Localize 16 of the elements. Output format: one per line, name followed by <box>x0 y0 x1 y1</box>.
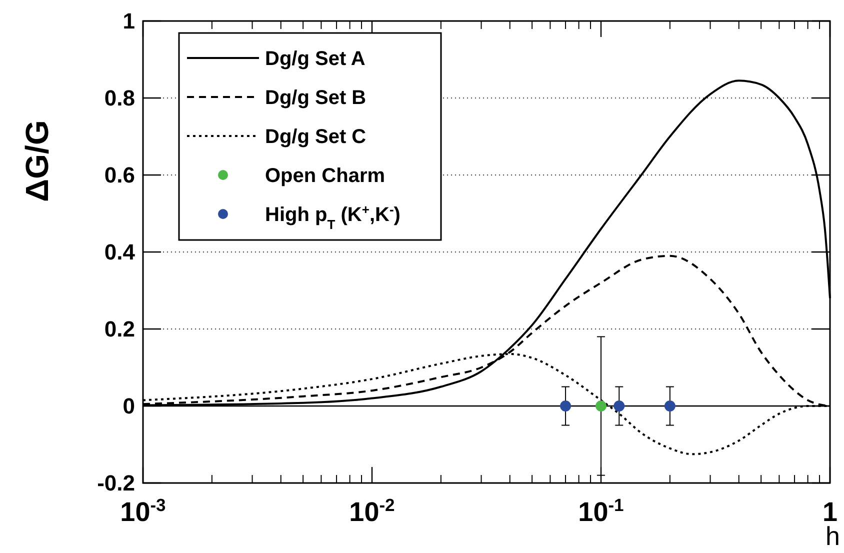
legend-label: Dg/g Set B <box>265 87 366 109</box>
y-tick-label: 0.2 <box>104 316 135 342</box>
y-tick-label: 1 <box>122 8 135 34</box>
y-tick-label: 0.8 <box>104 86 135 110</box>
x-tick-label: 10$^{-2}$ <box>349 495 396 527</box>
y-axis-title: ΔG/G <box>19 120 55 202</box>
y-tick-label: 0.6 <box>104 162 135 188</box>
legend-label: Dg/g Set A <box>265 48 366 70</box>
legend-label: High p$_{T}$ (K$^{+}$,K$^{-}$) <box>265 202 400 232</box>
x-tick-label: 10$^{-3}$ <box>120 495 166 527</box>
legend-label: Dg/g Set C <box>265 126 366 148</box>
legend-label: Open Charm <box>265 165 386 187</box>
y-tick-label: 0 <box>122 394 135 418</box>
y-tick-label: -0.2 <box>97 470 135 496</box>
y-tick-label: 0.4 <box>104 240 136 264</box>
x-tick-label: 10$^{-1}$ <box>578 495 624 527</box>
